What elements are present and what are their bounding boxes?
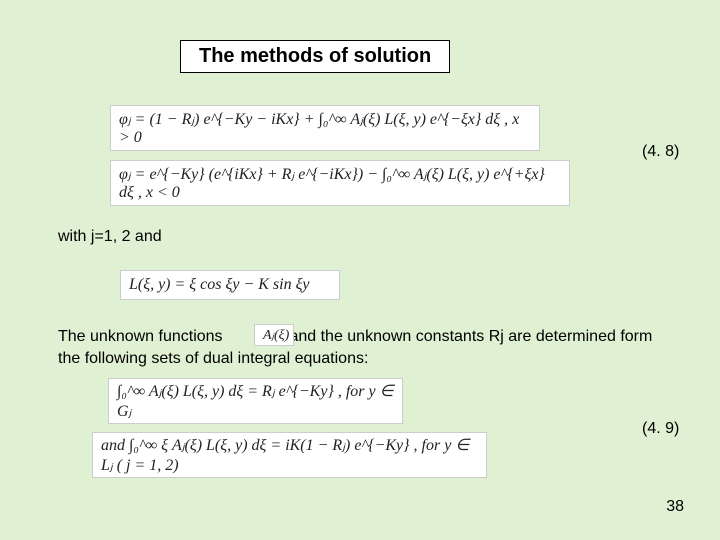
with-text: with j=1, 2 and: [58, 228, 162, 246]
unknown-text-a: The unknown functions: [58, 328, 223, 345]
page-number: 38: [666, 498, 684, 516]
equation-4-8a: φⱼ = (1 − Rⱼ) e^{−Ky − iKx} + ∫₀^∞ Aⱼ(ξ)…: [110, 105, 540, 151]
equation-number-4-8: (4. 8): [642, 143, 679, 161]
equation-4-8b: φⱼ = e^{−Ky} (e^{iKx} + Rⱼ e^{−iKx}) − ∫…: [110, 160, 570, 206]
slide-title: The methods of solution: [180, 40, 450, 73]
unknown-functions-text: The unknown functions and the unknown co…: [58, 326, 678, 369]
equation-4-9b: and ∫₀^∞ ξ Aⱼ(ξ) L(ξ, y) dξ = iK(1 − Rⱼ)…: [92, 432, 487, 478]
equation-Aj: Aⱼ(ξ): [254, 324, 294, 346]
equation-number-4-9: (4. 9): [642, 420, 679, 438]
equation-L: L(ξ, y) = ξ cos ξy − K sin ξy: [120, 270, 340, 300]
equation-4-9a: ∫₀^∞ Aⱼ(ξ) L(ξ, y) dξ = Rⱼ e^{−Ky} , for…: [108, 378, 403, 424]
